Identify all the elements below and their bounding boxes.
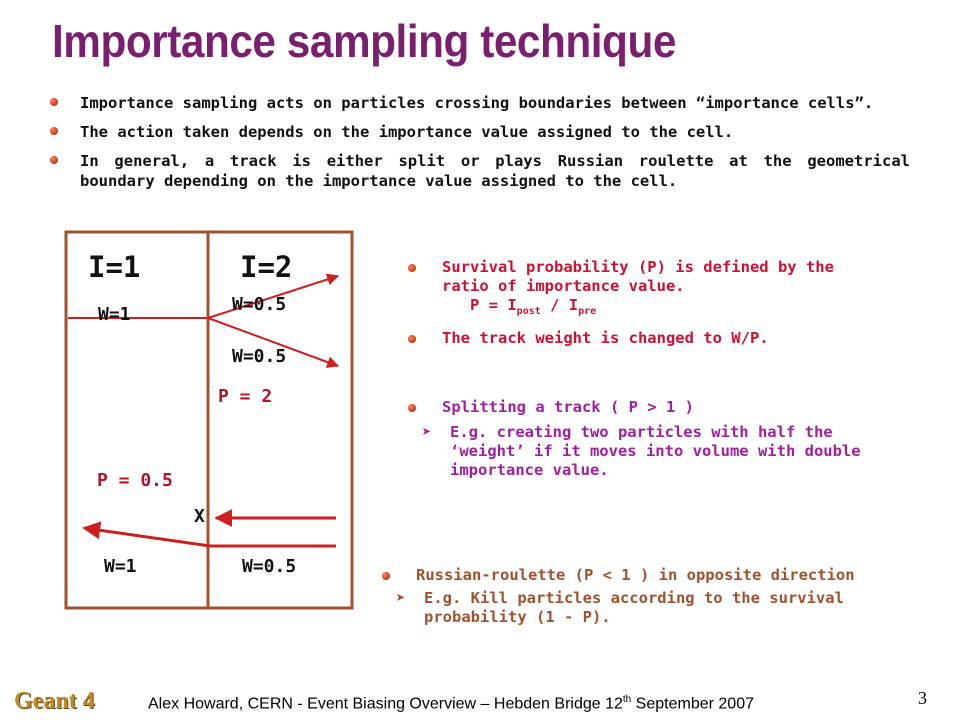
- split-track-down-arrow: [207, 317, 340, 368]
- arrow-bullet-icon: ➤: [422, 423, 432, 441]
- bullet-icon: [408, 404, 416, 412]
- formula-p: P = I: [470, 296, 517, 314]
- weight-change-text: The track weight is changed to W/P.: [442, 329, 769, 348]
- page-number: 3: [918, 688, 927, 708]
- bullet-icon: [50, 156, 58, 164]
- formula-sub-post: post: [516, 306, 541, 318]
- splitting-section: Splitting a track ( P > 1 ) ➤ E.g. creat…: [408, 398, 908, 480]
- bullet-icon: [408, 335, 416, 344]
- split-weight-out-top: W=0.5: [232, 294, 287, 315]
- weight-item: The track weight is changed to W/P.: [408, 329, 888, 348]
- bullet-text: In general, a track is either split or p…: [80, 152, 910, 190]
- roulette-example: ➤ E.g. Kill particles according to the s…: [382, 589, 902, 627]
- roulette-section: Russian-roulette (P < 1 ) in opposite di…: [382, 566, 902, 627]
- geant4-logo: Geant 4: [14, 688, 95, 714]
- survival-definition: Survival probability (P) is defined by t…: [442, 258, 834, 295]
- cell2-label: I=2: [240, 250, 293, 284]
- split-probability: P = 2: [218, 386, 273, 407]
- arrow-bullet-icon: ➤: [396, 589, 406, 607]
- bullet-text: The action taken depends on the importan…: [80, 123, 734, 141]
- split-weight-out-bottom: W=0.5: [232, 346, 287, 367]
- splitting-item: Splitting a track ( P > 1 ): [408, 398, 908, 417]
- survival-item: Survival probability (P) is defined by t…: [408, 258, 888, 321]
- bullet-text: Importance sampling acts on particles cr…: [80, 94, 874, 112]
- footer-sup: th: [622, 694, 632, 705]
- page-title: Importance sampling technique: [52, 15, 676, 67]
- roulette-weight-out: W=1: [104, 556, 137, 577]
- bullet-item: In general, a track is either split or p…: [50, 151, 910, 191]
- survival-formula: P = Ipost / Ipre: [442, 296, 888, 321]
- roulette-heading: Russian-roulette (P < 1 ) in opposite di…: [416, 566, 855, 584]
- formula-divider: / I: [540, 296, 579, 314]
- footer-main: Alex Howard, CERN - Event Biasing Overvi…: [148, 695, 623, 713]
- splitting-example: ➤ E.g. creating two particles with half …: [408, 423, 908, 480]
- kill-mark: X: [194, 506, 205, 527]
- bullet-item: The action taken depends on the importan…: [50, 122, 910, 142]
- bullet-icon: [382, 572, 390, 580]
- cell1-label: I=1: [88, 250, 141, 284]
- intro-bullets: Importance sampling acts on particles cr…: [50, 93, 910, 200]
- footer-date: September 2007: [631, 695, 754, 713]
- survival-section: Survival probability (P) is defined by t…: [408, 258, 888, 348]
- bullet-icon: [50, 127, 58, 135]
- splitting-example-text: E.g. creating two particles with half th…: [450, 423, 861, 479]
- bullet-icon: [408, 264, 416, 272]
- footer-text: Alex Howard, CERN - Event Biasing Overvi…: [148, 694, 754, 713]
- split-track-up-arrow: [207, 273, 340, 319]
- splitting-heading: Splitting a track ( P > 1 ): [442, 398, 694, 416]
- roulette-probability: P = 0.5: [97, 470, 173, 491]
- split-weight-in: W=1: [98, 304, 131, 325]
- roulette-example-text: E.g. Kill particles according to the sur…: [424, 589, 844, 626]
- formula-sub-pre: pre: [578, 306, 597, 318]
- bullet-icon: [50, 98, 58, 106]
- surviving-track-arrow: [82, 521, 211, 548]
- bullet-item: Importance sampling acts on particles cr…: [50, 93, 910, 113]
- roulette-item: Russian-roulette (P < 1 ) in opposite di…: [382, 566, 902, 585]
- roulette-weight-in: W=0.5: [242, 556, 297, 577]
